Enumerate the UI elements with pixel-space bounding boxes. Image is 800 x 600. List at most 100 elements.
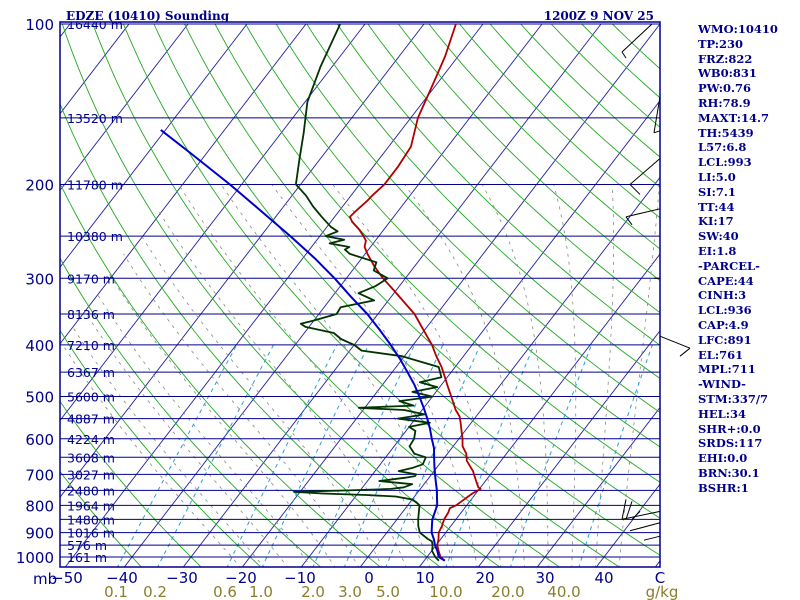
wind-barb	[643, 535, 661, 541]
temperature-tick-label: −40	[106, 569, 138, 587]
isotherm-line	[64, 23, 484, 567]
moist-adiabat-line	[220, 184, 454, 567]
moist-adiabat-line	[72, 326, 265, 567]
moist-adiabat-line	[595, 184, 615, 567]
index-item: CAP:4.9	[698, 317, 749, 332]
isotherm-line	[241, 23, 660, 567]
index-item: WMO:10410	[698, 22, 778, 36]
mixing-ratio-tick-label: 3.0	[338, 583, 362, 600]
pressure-unit-label: mb	[33, 570, 57, 588]
stability-indices-panel: WMO:10410 TP:230 FRZ:822 WB0:831 PW:0.76 RH:7…	[698, 22, 798, 496]
dry-adiabat-line	[60, 329, 262, 567]
dry-adiabat-line	[92, 23, 561, 567]
index-item: RH:78.9	[698, 95, 751, 110]
index-item: KI:17	[698, 214, 734, 229]
mixing-ratio-line	[157, 344, 274, 567]
isotherm-line	[60, 23, 248, 268]
height-labels: 16440 m 13520 m 11780 m 10380 m 9170 m 8136 m…	[67, 22, 123, 565]
temperature-tick-label: C	[655, 569, 665, 587]
height-label: 3608 m	[67, 450, 115, 465]
plot-area: 16440 m 13520 m 11780 m 10380 m 9170 m 8136 m…	[60, 22, 660, 567]
dry-adiabat-line	[214, 23, 660, 483]
height-label: 3027 m	[67, 467, 115, 482]
dry-adiabat-line	[550, 23, 660, 128]
index-item: LFC:891	[698, 332, 752, 347]
isobar-lines	[60, 23, 660, 558]
height-label: 11780 m	[67, 177, 123, 192]
station-title: EDZE (10410) Sounding	[66, 9, 230, 23]
height-label: 576 m	[67, 538, 107, 553]
pressure-tick-label: 600	[25, 431, 54, 449]
moist-adiabat-line	[60, 341, 241, 567]
mixing-ratio-tick-label: 1.0	[249, 583, 273, 600]
isotherm-line	[60, 23, 425, 498]
parcel-profile-line	[160, 129, 446, 562]
sounding-profiles	[160, 23, 482, 562]
temperature-tick-label: 40	[594, 569, 613, 587]
mixing-ratio-line	[226, 344, 338, 567]
mixing-ratio-tick-label: 10.0	[429, 583, 462, 600]
height-label: 5600 m	[67, 390, 115, 405]
isotherm-line	[536, 406, 660, 567]
index-item: SRDS:117	[698, 436, 763, 451]
mixing-ratio-line	[385, 344, 481, 567]
moist-adiabat-line	[332, 184, 502, 567]
temperature-tick-label: −10	[284, 569, 316, 587]
height-label: 1964 m	[67, 498, 115, 513]
index-item: SI:7.1	[698, 184, 736, 199]
temperature-tick-label: 0	[364, 569, 374, 587]
index-item: -PARCEL-	[698, 258, 760, 273]
pressure-tick-label: 700	[25, 466, 54, 484]
dry-adiabat-line	[184, 23, 660, 519]
moist-adiabat-line	[481, 184, 549, 567]
wind-barb	[621, 23, 653, 59]
moist-adiabat-line	[553, 184, 577, 567]
mixing-ratio-tick-label: 0.2	[143, 583, 167, 600]
index-item: MAXT:14.7	[698, 110, 769, 125]
index-item: LCL:993	[698, 155, 752, 170]
isotherm-line	[123, 23, 543, 567]
index-item: -WIND-	[698, 377, 746, 392]
isotherm-line	[182, 23, 602, 567]
wind-barb	[629, 158, 661, 195]
mixing-ratio-tick-label: 0.6	[213, 583, 237, 600]
mixing-ratio-line	[312, 344, 415, 567]
pressure-tick-labels: 100 200 300 400 500 600 700 800 900 1000	[16, 16, 54, 567]
temperature-tick-labels: −50 −40 −30 −20 −10 0 10 20 30 40 C	[51, 569, 665, 587]
temperature-tick-label: −50	[51, 569, 83, 587]
index-item: CAPE:44	[698, 273, 754, 288]
wind-barbs	[621, 23, 691, 541]
dry-adiabat-line	[60, 102, 441, 567]
isotherm-line	[359, 176, 660, 567]
dry-adiabat-line	[275, 23, 660, 413]
temperature-tick-label: −20	[225, 569, 257, 587]
wind-barb	[659, 335, 691, 357]
pressure-tick-label: 500	[25, 389, 54, 407]
index-item: EI:1.8	[698, 243, 737, 258]
dry-adiabat-line	[367, 23, 660, 314]
mixing-ratio-tick-labels: 0.1 0.2 0.6 1.0 2.0 3.0 5.0 10.0 20.0 40.0 g/kg	[104, 583, 678, 600]
isotherm-line	[418, 253, 660, 567]
dry-adiabat-line	[306, 23, 660, 380]
height-label: 8136 m	[67, 307, 115, 322]
index-item: EHI:0.0	[698, 451, 748, 466]
wind-barb	[625, 208, 661, 226]
index-item: WB0:831	[698, 66, 757, 81]
index-item: FRZ:822	[698, 51, 753, 66]
dry-adiabat-line	[60, 400, 202, 567]
index-item: BSHR:1	[698, 480, 749, 495]
dry-adiabat-line	[336, 23, 660, 346]
mixing-ratio-tick-label: 2.0	[301, 583, 325, 600]
moist-adiabat-line	[141, 235, 383, 567]
index-item: CINH:3	[698, 288, 747, 303]
moist-adiabat-line	[271, 184, 478, 567]
pressure-tick-label: 200	[25, 176, 54, 194]
mixing-ratio-lines	[116, 344, 653, 567]
height-label: 1016 m	[67, 526, 115, 541]
index-item: HEL:34	[698, 406, 746, 421]
temperature-profile-line	[349, 23, 482, 562]
dry-adiabat-line	[60, 182, 382, 567]
moist-adiabat-line	[404, 184, 525, 567]
dry-adiabat-line	[122, 23, 621, 567]
